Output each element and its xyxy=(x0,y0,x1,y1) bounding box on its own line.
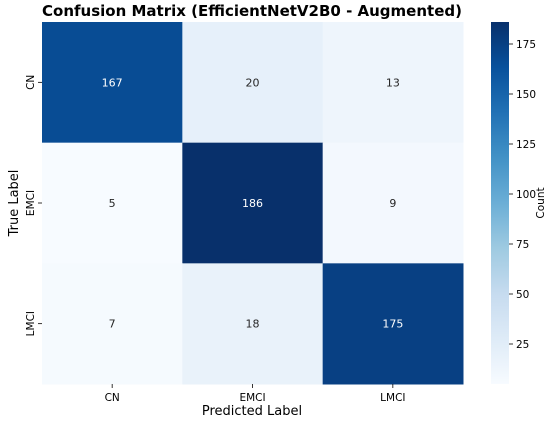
cell-value-label: 7 xyxy=(109,318,116,331)
cell-value-label: 18 xyxy=(246,318,260,331)
cell-value-label: 20 xyxy=(246,76,260,89)
x-tick-label: EMCI xyxy=(239,392,265,404)
heatmap-cell xyxy=(322,22,464,144)
heatmap-cell xyxy=(322,263,464,385)
heatmap-cell xyxy=(42,263,183,385)
chart-title: Confusion Matrix (EfficientNetV2B0 - Aug… xyxy=(42,2,462,20)
colorbar-tick-label: 100 xyxy=(516,189,536,201)
cell-value-label: 5 xyxy=(109,197,116,210)
x-axis-ticks: CN EMCI LMCI xyxy=(105,384,406,404)
heatmap-cell xyxy=(182,142,324,264)
heatmap-cell xyxy=(182,263,324,385)
x-axis-label: Predicted Label xyxy=(202,404,302,419)
colorbar xyxy=(491,22,509,384)
heatmap-cells: 167 20 13 5 186 9 7 18 175 xyxy=(42,22,464,385)
cell-value-label: 13 xyxy=(386,76,400,89)
cell-value-label: 175 xyxy=(382,318,403,331)
y-axis-label: True Label xyxy=(7,170,22,238)
cell-value-label: 186 xyxy=(242,197,263,210)
y-axis-ticks: CN EMCI LMCI xyxy=(25,75,42,336)
y-tick-label: LMCI xyxy=(25,311,37,336)
colorbar-tick-label: 150 xyxy=(516,89,536,101)
heatmap-cell xyxy=(322,142,464,264)
cell-value-label: 9 xyxy=(389,197,396,210)
heatmap-cell xyxy=(42,22,183,144)
x-tick-label: LMCI xyxy=(380,392,405,404)
y-tick-label: CN xyxy=(25,75,37,90)
y-tick-label: EMCI xyxy=(25,190,37,216)
colorbar-tick-label: 75 xyxy=(516,239,529,251)
heatmap-cell xyxy=(42,142,183,264)
colorbar-tick-label: 25 xyxy=(516,339,529,351)
heatmap-cell xyxy=(182,22,324,144)
colorbar-tick-label: 50 xyxy=(516,289,529,301)
cell-value-label: 167 xyxy=(102,76,123,89)
colorbar-tick-label: 125 xyxy=(516,139,536,151)
colorbar-label: Count xyxy=(535,187,547,218)
colorbar-tick-label: 175 xyxy=(516,39,536,51)
colorbar-ticks: 25 50 75 100 125 150 175 xyxy=(509,39,536,351)
x-tick-label: CN xyxy=(105,392,120,404)
